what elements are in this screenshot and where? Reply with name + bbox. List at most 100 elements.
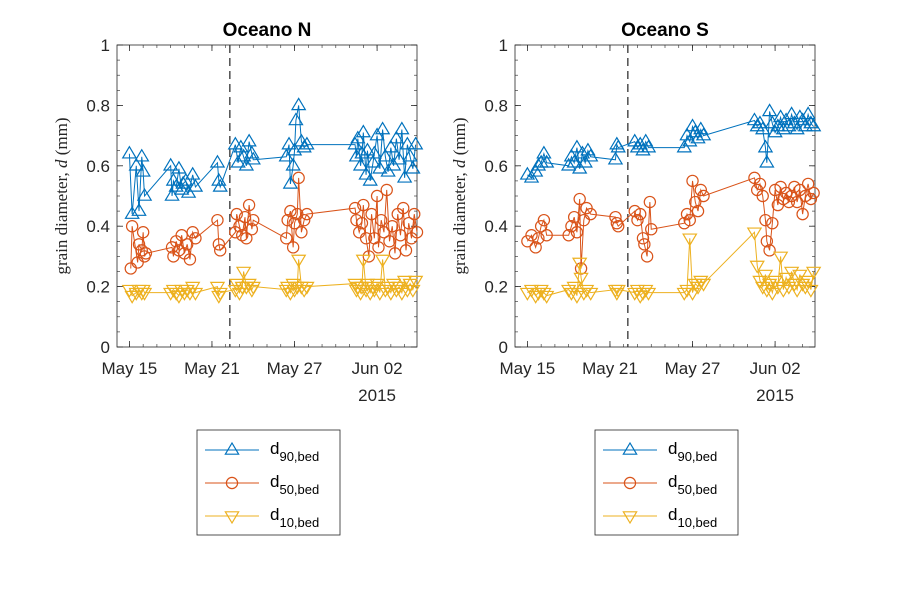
data-point (582, 148, 599, 162)
data-point (694, 183, 707, 197)
data-point (562, 229, 575, 242)
data-point (171, 160, 187, 174)
data-point (245, 281, 261, 295)
data-point (684, 287, 701, 301)
data-point (801, 177, 815, 191)
x-tick-label: May 21 (184, 359, 240, 378)
data-point (536, 287, 552, 301)
data-point (805, 266, 822, 280)
chart-title: Oceano S (621, 20, 709, 41)
data-point (300, 207, 314, 221)
data-point (631, 213, 644, 227)
data-point (753, 177, 767, 191)
data-point (212, 178, 228, 192)
data-point (175, 175, 191, 189)
series-d10-bed (121, 254, 424, 304)
data-point (693, 275, 709, 289)
data-point (162, 157, 179, 171)
data-point (374, 121, 391, 135)
legend-entry: d90,bed (205, 439, 319, 464)
data-point (679, 284, 695, 298)
data-point (282, 175, 299, 189)
data-point (136, 226, 150, 239)
y-tick-label: 0.8 (86, 96, 110, 115)
data-point (282, 287, 299, 301)
data-point (636, 232, 650, 245)
data-point (124, 205, 140, 219)
data-point (573, 192, 586, 206)
data-point (582, 287, 599, 301)
data-point (807, 186, 820, 200)
data-point (121, 145, 138, 159)
plot-area (116, 44, 418, 348)
data-point (136, 187, 153, 201)
data-point (695, 127, 712, 141)
data-point (245, 223, 259, 236)
data-point (643, 195, 657, 209)
data-point (800, 106, 816, 120)
data-point (749, 260, 765, 274)
data-point (782, 195, 796, 209)
chart-title: Oceano N (223, 20, 312, 41)
data-point (790, 195, 804, 209)
data-point (570, 226, 584, 239)
data-point (569, 290, 585, 304)
data-point (124, 290, 140, 304)
x-tick-label: May 27 (267, 359, 323, 378)
series-d50-bed (124, 171, 424, 275)
data-point (407, 275, 424, 289)
data-point (229, 278, 245, 292)
data-point (638, 238, 651, 251)
data-point (408, 207, 421, 221)
data-point (781, 118, 797, 132)
data-point (399, 136, 416, 150)
y-tick-label: 0.4 (86, 217, 110, 236)
data-point (359, 232, 373, 245)
data-point (187, 178, 204, 192)
data-point (358, 284, 374, 298)
data-point (691, 204, 705, 218)
data-point (640, 250, 654, 263)
x-year-label: 2015 (756, 386, 794, 405)
x-tick-label: Jun 02 (750, 359, 801, 378)
data-point (355, 254, 372, 268)
data-point (396, 275, 413, 289)
y-tick-label: 1 (101, 36, 110, 55)
data-point (536, 145, 552, 159)
data-point (165, 241, 179, 254)
data-point (569, 139, 585, 153)
data-point (566, 154, 582, 168)
data-point (290, 254, 307, 268)
data-point (348, 201, 362, 215)
data-point (538, 154, 555, 168)
data-point (690, 130, 706, 144)
data-point (211, 213, 224, 227)
data-point (537, 213, 551, 227)
y-axis-label: grain diameter, d (mm) (450, 118, 469, 275)
data-point (286, 241, 300, 254)
data-point (135, 244, 148, 257)
data-point (686, 174, 699, 188)
data-point (402, 148, 418, 162)
data-point (180, 238, 194, 251)
data-point (682, 233, 698, 247)
data-point (746, 227, 763, 241)
data-point (764, 287, 781, 301)
data-point (805, 118, 822, 132)
y-tick-label: 0.6 (484, 157, 508, 176)
data-point (299, 281, 315, 295)
data-point (761, 103, 778, 117)
chart-panel-1: 0 0.2 0.4 0.6 0.8 1 May 15 May 21 May 27 Jun 02 20… (52, 20, 424, 536)
data-point (634, 207, 647, 221)
data-point (209, 154, 226, 168)
data-point (359, 142, 376, 156)
data-point (362, 172, 378, 186)
legend-label: d50,bed (668, 472, 717, 497)
data-point (297, 213, 311, 227)
data-point (525, 229, 538, 242)
data-point (214, 244, 227, 257)
data-point (358, 166, 374, 180)
data-point (383, 139, 399, 153)
legend-entry: d50,bed (205, 472, 319, 497)
